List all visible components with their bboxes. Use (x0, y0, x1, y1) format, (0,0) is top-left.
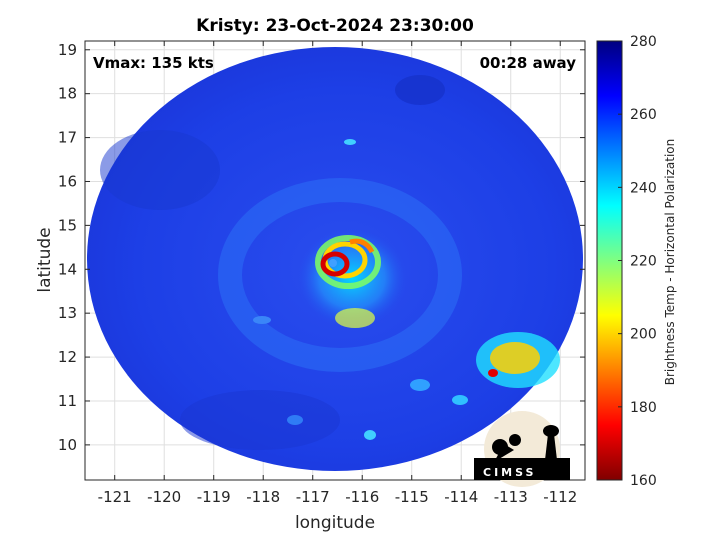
colorbar-tick-label: 240 (630, 180, 657, 196)
y-tick-label: 15 (58, 216, 77, 234)
y-axis: 10 11 12 13 14 15 16 17 18 19 (58, 41, 585, 454)
outer-spiral-band (218, 178, 462, 372)
x-tick-label: -116 (345, 488, 379, 506)
logo-tower-tank (543, 425, 559, 437)
y-tick-label: 11 (58, 392, 77, 410)
x-axis: -121 -120 -119 -118 -117 -116 -115 -114 -113 -112 (98, 41, 577, 506)
x-tick-label: -114 (444, 488, 478, 506)
x-tick-label: -117 (296, 488, 330, 506)
x-tick-label: -121 (98, 488, 132, 506)
dark-patch-south (180, 390, 340, 450)
colorbar-tick-label: 280 (630, 34, 657, 50)
colorbar-label: Brightness Temp - Horizontal Polarizatio… (663, 139, 677, 386)
cell (452, 395, 468, 405)
microwave-swath (87, 47, 583, 471)
cell (364, 430, 376, 440)
y-tick-label: 18 (58, 85, 77, 103)
southeast-band-core (488, 369, 498, 377)
x-tick-label: -112 (543, 488, 577, 506)
colorbar-tick-label: 180 (630, 400, 657, 416)
colorbar-tick-label: 260 (630, 107, 657, 123)
south-rainband (335, 308, 375, 328)
colorbar (596, 40, 623, 481)
cell (344, 139, 356, 145)
logo-ground (474, 458, 570, 480)
core-red-ring (320, 251, 350, 277)
y-tick-label: 13 (58, 304, 77, 322)
colorbar-tick-label: 200 (630, 327, 657, 343)
dark-patch-north (395, 75, 445, 105)
core-green-ring (315, 235, 381, 289)
eye-spot (329, 259, 337, 267)
x-tick-label: -119 (197, 488, 231, 506)
north-eyewall-arc (349, 238, 375, 254)
y-tick-label: 12 (58, 348, 77, 366)
cell (253, 316, 271, 324)
y-tick-label: 16 (58, 172, 77, 190)
vmax-label: Vmax: 135 kts (93, 54, 214, 72)
y-axis-label: latitude (35, 227, 55, 292)
cell (410, 379, 430, 391)
logo-dish-left (492, 439, 508, 455)
x-axis-label: longitude (295, 513, 375, 533)
y-tick-label: 17 (58, 129, 77, 147)
logo-text: CIMSS (483, 466, 536, 479)
x-tick-label: -120 (147, 488, 181, 506)
colorbar-tick-label: 220 (630, 254, 657, 270)
y-tick-label: 14 (58, 260, 77, 278)
logo-tower (545, 434, 557, 460)
logo-dish-right (509, 434, 521, 446)
away-label: 00:28 away (480, 54, 577, 72)
southeast-band-mid (490, 342, 540, 374)
x-tick-label: -115 (395, 488, 429, 506)
cell (287, 415, 303, 425)
dark-patch-west (100, 130, 220, 210)
cimss-logo: CIMSS (474, 411, 570, 487)
plot-title: Kristy: 23-Oct-2024 23:30:00 (196, 16, 474, 36)
y-tick-label: 10 (58, 436, 77, 454)
axes-box (84, 40, 586, 481)
colorbar-tick-label: 160 (630, 473, 657, 489)
y-tick-label: 19 (58, 41, 77, 59)
x-tick-label: -113 (494, 488, 528, 506)
x-tick-label: -118 (246, 488, 280, 506)
colorbar-ticks: 160 180 200 220 240 260 280 (618, 34, 657, 489)
